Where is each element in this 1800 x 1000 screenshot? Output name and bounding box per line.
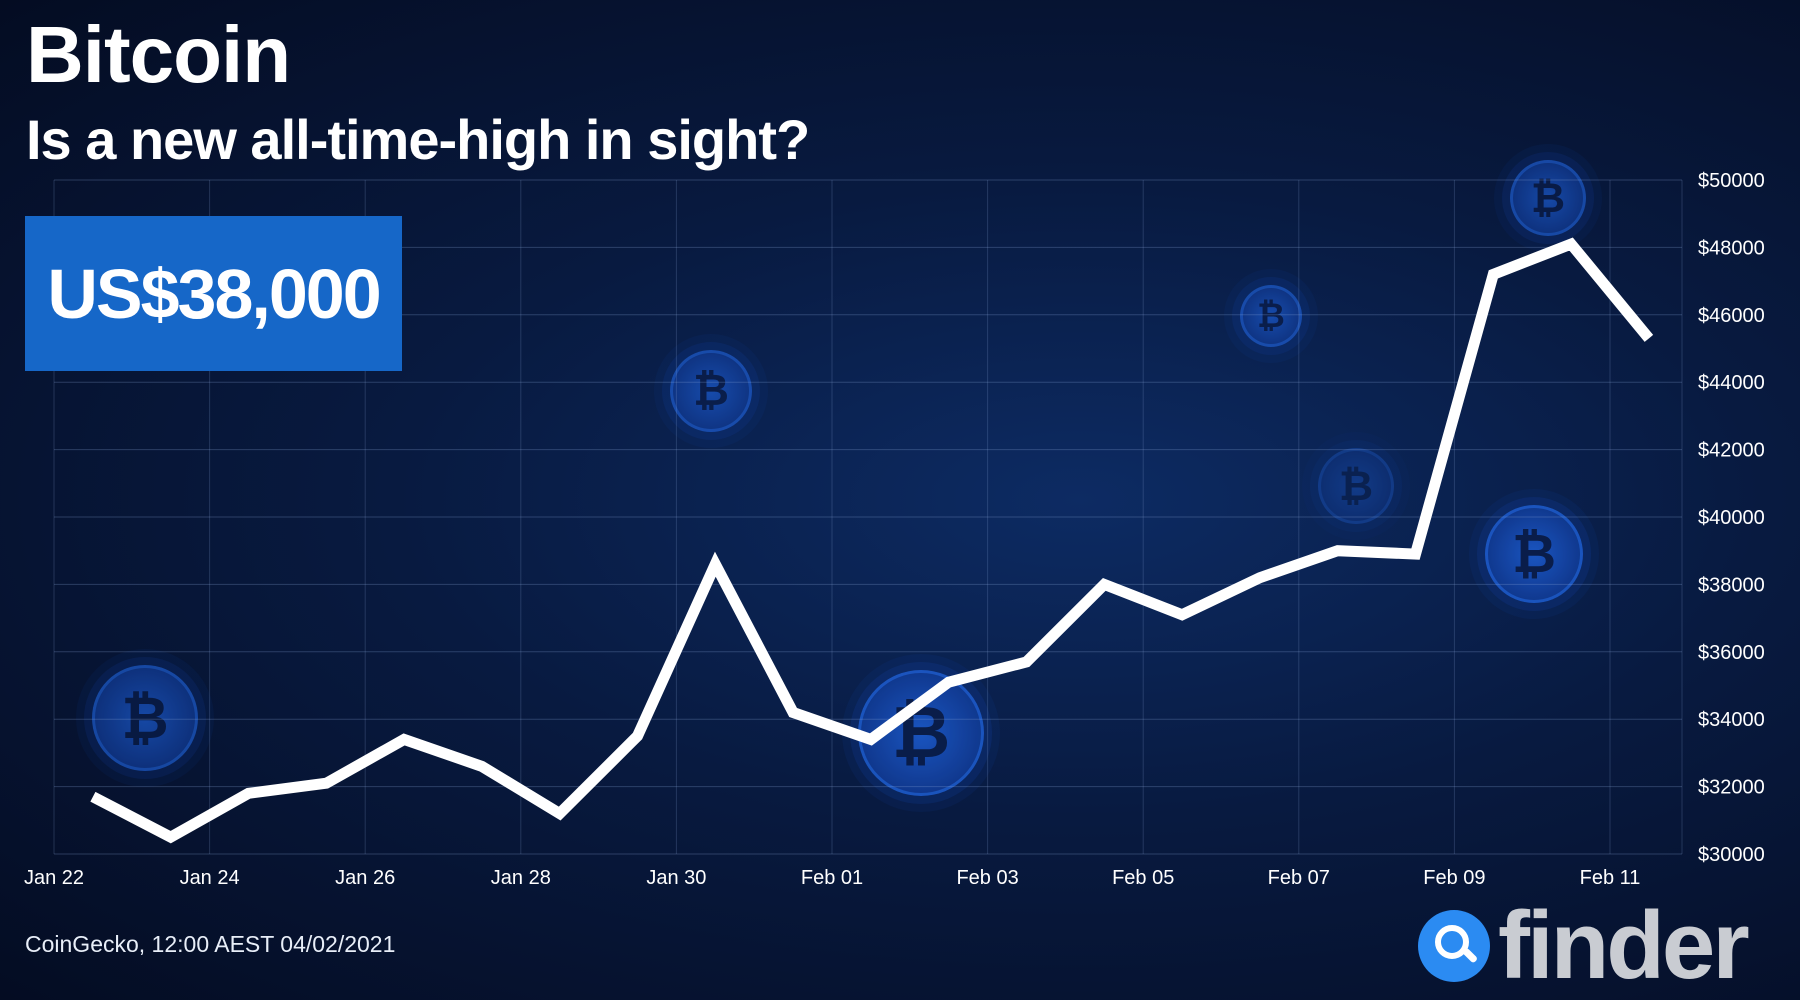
bitcoin-coin-icon: ₿ (1485, 505, 1583, 603)
bitcoin-coin-icon: ₿ (1240, 285, 1302, 347)
y-tick-label: $44000 (1698, 372, 1765, 394)
x-tick-label: Feb 03 (956, 867, 1018, 889)
bitcoin-coin-icon: ₿ (92, 665, 198, 771)
y-tick-label: $32000 (1698, 777, 1765, 799)
x-tick-label: Feb 05 (1112, 867, 1174, 889)
source-note: CoinGecko, 12:00 AEST 04/02/2021 (25, 931, 396, 957)
y-tick-label: $42000 (1698, 440, 1765, 462)
magnifier-icon (1418, 910, 1490, 982)
x-tick-label: Jan 22 (24, 867, 84, 889)
x-tick-label: Feb 07 (1268, 867, 1330, 889)
chart-subtitle: Is a new all-time-high in sight? (26, 108, 810, 171)
x-tick-label: Jan 24 (180, 867, 240, 889)
y-tick-label: $34000 (1698, 709, 1765, 731)
x-tick-label: Feb 01 (801, 867, 863, 889)
finder-logo: finder (1418, 892, 1750, 999)
y-tick-label: $30000 (1698, 844, 1765, 866)
x-tick-label: Feb 11 (1580, 867, 1641, 889)
x-tick-label: Jan 28 (491, 867, 551, 889)
y-tick-label: $40000 (1698, 507, 1765, 529)
chart-title: Bitcoin (26, 10, 291, 99)
bitcoin-coin-icon: ₿ (670, 350, 752, 432)
price-badge: US$38,000 (25, 216, 402, 371)
finder-logo-text: finder (1498, 892, 1750, 999)
bitcoin-coin-icon: ₿ (1318, 448, 1394, 524)
bitcoin-coin-icon: ₿ (1510, 160, 1586, 236)
y-tick-label: $50000 (1698, 170, 1765, 192)
x-tick-label: Jan 30 (646, 867, 706, 889)
y-tick-label: $48000 (1698, 237, 1765, 259)
y-tick-label: $36000 (1698, 642, 1765, 664)
y-tick-label: $38000 (1698, 574, 1765, 596)
x-tick-label: Feb 09 (1423, 867, 1485, 889)
y-tick-label: $46000 (1698, 305, 1765, 327)
x-tick-label: Jan 26 (335, 867, 395, 889)
